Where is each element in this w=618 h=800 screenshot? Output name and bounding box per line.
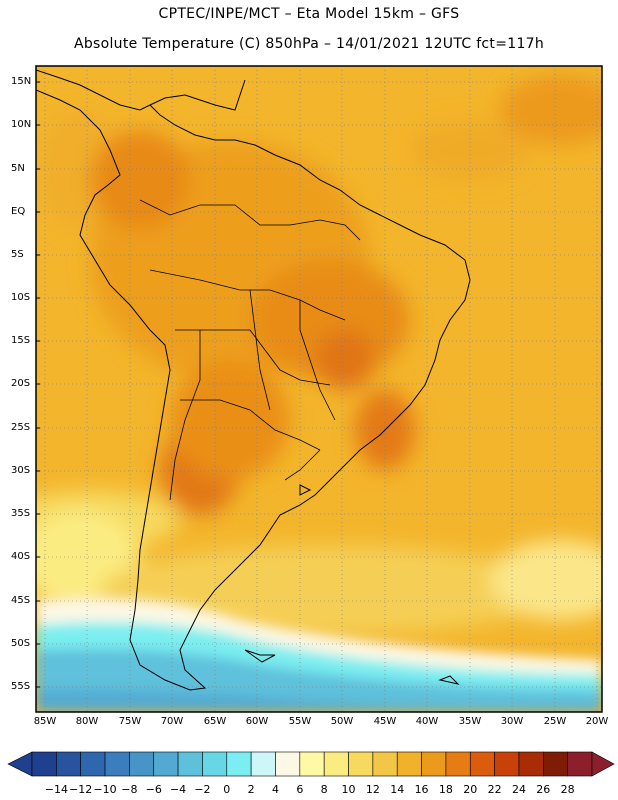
legend-swatch	[543, 751, 568, 777]
legend-swatch	[421, 751, 447, 777]
lat-label-35s: 35S	[11, 508, 31, 519]
legend-swatch	[348, 751, 374, 777]
legend-swatch	[494, 751, 520, 777]
lon-label-65w: 65W	[203, 716, 227, 727]
lat-label-45s: 45S	[11, 595, 31, 606]
legend-swatch	[177, 751, 203, 777]
color-legend	[7, 751, 615, 777]
lat-label-10n: 10N	[11, 119, 32, 130]
title-line-1: CPTEC/INPE/MCT – Eta Model 15km – GFS	[158, 6, 460, 22]
legend-label: 22	[487, 783, 502, 796]
legend-swatch	[445, 751, 471, 777]
legend-arrow-left	[7, 751, 33, 777]
lat-label-10s: 10S	[11, 292, 31, 303]
legend-label: 2	[247, 783, 255, 796]
legend-label: 4	[271, 783, 279, 796]
lat-label-50s: 50S	[11, 638, 31, 649]
legend-label: −14	[44, 783, 68, 796]
legend-swatch	[518, 751, 544, 777]
title-line-2: Absolute Temperature (C) 850hPa – 14/01/…	[73, 36, 545, 52]
map-frame	[35, 65, 603, 713]
legend-label: 8	[320, 783, 328, 796]
legend-label: 26	[536, 783, 551, 796]
legend-swatch	[226, 751, 252, 777]
lat-label-30s: 30S	[11, 465, 31, 476]
legend-swatch	[469, 751, 495, 777]
legend-swatch	[153, 751, 179, 777]
legend-label: 28	[560, 783, 575, 796]
lat-label-25s: 25S	[11, 422, 31, 433]
legend-swatch	[202, 751, 228, 777]
legend-swatch	[104, 751, 130, 777]
lat-label-15n: 15N	[11, 76, 32, 87]
lon-label-45w: 45W	[373, 716, 397, 727]
legend-swatch	[31, 751, 57, 777]
legend-label: −12	[69, 783, 93, 796]
legend-label: −4	[169, 783, 187, 796]
legend-swatch	[56, 751, 81, 777]
legend-label: 20	[463, 783, 478, 796]
legend-label: 24	[511, 783, 526, 796]
lat-label-eq: EQ	[11, 206, 26, 217]
lon-label-80w: 80W	[75, 716, 99, 727]
legend-swatch	[396, 751, 422, 777]
lon-label-50w: 50W	[330, 716, 354, 727]
lat-label-5s: 5S	[11, 249, 24, 260]
legend-label: 16	[414, 783, 429, 796]
legend-label: −6	[145, 783, 162, 796]
legend-label: −2	[194, 783, 211, 796]
lon-label-35w: 35W	[458, 716, 482, 727]
lon-label-60w: 60W	[245, 716, 269, 727]
legend-label: 12	[365, 783, 380, 796]
lon-label-75w: 75W	[118, 716, 142, 727]
lon-label-25w: 25W	[543, 716, 567, 727]
legend-swatch	[129, 751, 155, 777]
country-borders	[139, 199, 361, 501]
lon-label-20w: 20W	[585, 716, 609, 727]
lat-label-5n: 5N	[11, 163, 25, 174]
legend-label: 10	[341, 783, 356, 796]
legend-swatch	[250, 751, 276, 777]
legend-swatch	[323, 751, 349, 777]
lat-label-20s: 20S	[11, 378, 31, 389]
lon-label-70w: 70W	[160, 716, 184, 727]
lon-label-40w: 40W	[415, 716, 439, 727]
lat-label-40s: 40S	[11, 551, 31, 562]
legend-swatch	[372, 751, 398, 777]
legend-swatch	[299, 751, 325, 777]
legend-label: −8	[121, 783, 138, 796]
legend-swatch	[275, 751, 301, 777]
coastline	[36, 69, 471, 691]
lon-label-85w: 85W	[33, 716, 57, 727]
legend-label: 6	[296, 783, 304, 796]
legend-label: 18	[438, 783, 453, 796]
legend-swatch	[567, 751, 593, 777]
legend-swatch	[80, 751, 106, 777]
lon-label-30w: 30W	[500, 716, 524, 727]
lat-label-55s: 55S	[11, 681, 31, 692]
legend-arrow-right	[591, 751, 615, 777]
lon-label-55w: 55W	[288, 716, 312, 727]
lat-label-15s: 15S	[11, 335, 31, 346]
legend-label: −10	[93, 783, 117, 796]
legend-label: 14	[390, 783, 405, 796]
legend-label: 0	[223, 783, 231, 796]
